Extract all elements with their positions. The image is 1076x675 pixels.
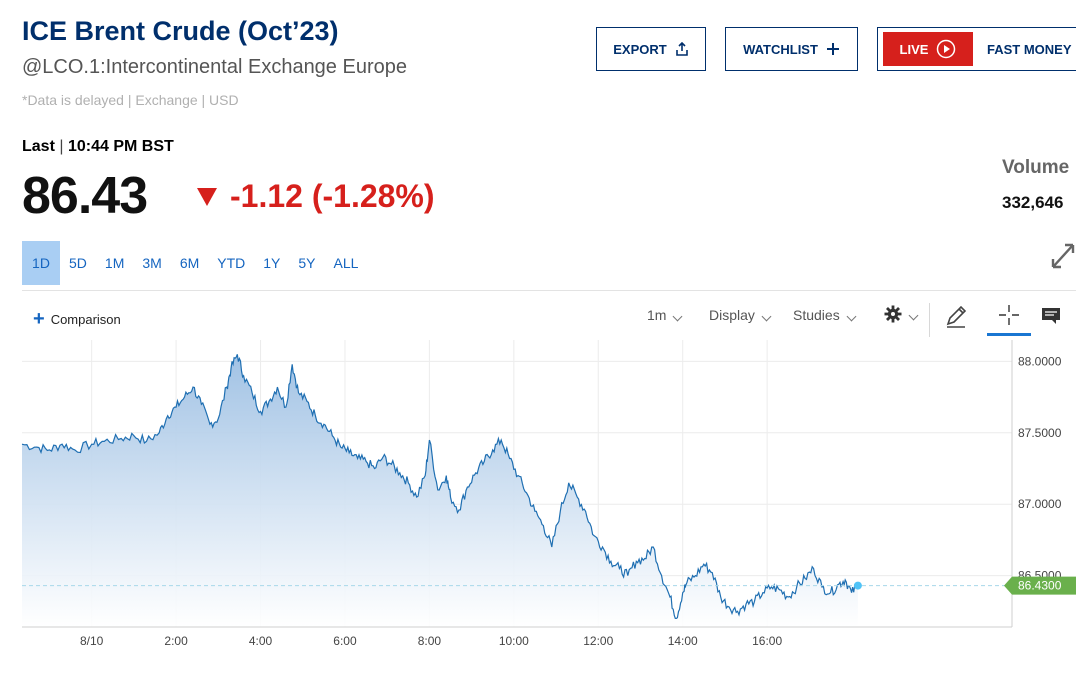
x-tick-label: 12:00: [583, 634, 613, 648]
settings-dropdown[interactable]: [884, 305, 919, 323]
crosshair-icon: [998, 304, 1020, 331]
volume-value: 332,646: [1002, 193, 1064, 212]
x-tick-label: 16:00: [752, 634, 782, 648]
y-tick-label: 87.0000: [1018, 497, 1062, 511]
crosshair-tool[interactable]: [987, 300, 1031, 336]
range-tab-5y[interactable]: 5Y: [298, 255, 316, 271]
exchange-subtitle: @LCO.1:Intercontinental Exchange Europe: [22, 56, 407, 78]
range-tab-1m[interactable]: 1M: [104, 255, 125, 271]
expand-icon[interactable]: [1050, 240, 1076, 270]
y-tick-label: 88.0000: [1018, 354, 1062, 368]
live-fast-money-button[interactable]: LIVE FAST MONEY: [877, 27, 1076, 71]
share-icon: [675, 42, 689, 56]
range-tab-6m[interactable]: 6M: [179, 255, 200, 271]
gear-icon: [884, 305, 902, 323]
volume-label: Volume: [1002, 157, 1070, 178]
x-tick-label: 4:00: [249, 634, 273, 648]
range-tab-ytd[interactable]: YTD: [217, 255, 246, 271]
export-button[interactable]: EXPORT: [596, 27, 706, 71]
header-divider: [22, 290, 1076, 291]
range-tab-1d[interactable]: 1D: [22, 241, 60, 285]
live-badge[interactable]: LIVE: [883, 32, 973, 66]
comparison-label: Comparison: [50, 312, 121, 327]
time-range-tabs: 1D 5D 1M 3M 6M YTD 1Y 5Y ALL: [22, 241, 367, 285]
last-label: Last: [22, 138, 55, 155]
y-tick-label: 87.5000: [1018, 426, 1062, 440]
price-area: [22, 354, 858, 627]
x-tick-label: 2:00: [164, 634, 188, 648]
x-tick-label: 8/10: [80, 634, 104, 648]
last-separator: |: [59, 138, 64, 155]
plus-icon: +: [33, 308, 45, 330]
watchlist-label: WATCHLIST: [743, 41, 818, 57]
last-price: 86.43: [22, 167, 148, 225]
interval-label: 1m: [647, 307, 667, 323]
display-dropdown[interactable]: Display: [709, 307, 772, 323]
watchlist-button[interactable]: WATCHLIST: [725, 27, 858, 71]
x-tick-label: 14:00: [668, 634, 698, 648]
x-tick-label: 8:00: [418, 634, 442, 648]
last-price-dot: [853, 581, 862, 590]
down-arrow-icon: [196, 187, 218, 207]
chevron-down-icon: [908, 310, 919, 320]
studies-label: Studies: [793, 307, 840, 323]
last-price-tag-label: 86.4300: [1018, 579, 1062, 593]
chevron-down-icon: [761, 311, 772, 321]
pencil-icon[interactable]: [944, 303, 968, 329]
x-tick-label: 6:00: [333, 634, 357, 648]
price-line: [21, 354, 859, 619]
last-trade-time: Last | 10:44 PM BST: [22, 138, 174, 156]
comment-icon[interactable]: [1040, 305, 1062, 327]
price-chart[interactable]: 8/10 2:00 4:00 6:00 8:00 10:00 12:00 14:00 16:00…: [0, 340, 1076, 675]
range-tab-3m[interactable]: 3M: [142, 255, 162, 271]
range-tab-all[interactable]: ALL: [333, 255, 359, 271]
plus-icon: [826, 42, 840, 56]
live-label: LIVE: [899, 41, 929, 57]
page-title: ICE Brent Crude (Oct’23): [22, 16, 339, 46]
x-tick-label: 10:00: [499, 634, 529, 648]
comparison-button[interactable]: + Comparison: [33, 308, 121, 330]
delayed-note: *Data is delayed | Exchange | USD: [22, 92, 239, 108]
price-change: -1.12 (-1.28%): [196, 178, 435, 215]
range-tab-5d[interactable]: 5D: [69, 255, 87, 271]
chevron-down-icon: [673, 311, 683, 321]
last-time: 10:44 PM BST: [67, 138, 174, 155]
play-icon: [936, 39, 956, 59]
last-price-tag: 86.4300: [1004, 576, 1076, 595]
interval-dropdown[interactable]: 1m: [647, 307, 683, 323]
studies-dropdown[interactable]: Studies: [793, 307, 857, 323]
display-label: Display: [709, 307, 755, 323]
export-label: EXPORT: [613, 41, 667, 57]
change-value: -1.12 (-1.28%): [230, 178, 435, 214]
chevron-down-icon: [846, 311, 857, 321]
range-tab-1y[interactable]: 1Y: [263, 255, 281, 271]
toolbar-divider: [929, 303, 930, 337]
fast-money-label: FAST MONEY: [987, 41, 1072, 57]
active-tool-underline: [987, 333, 1031, 336]
